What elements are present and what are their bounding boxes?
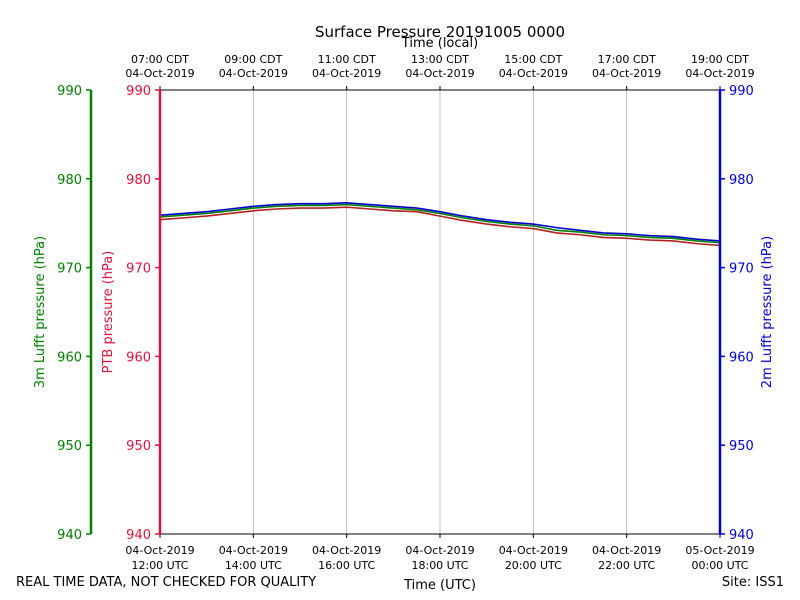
y-tick-label-lufft3m: 960 <box>57 350 82 365</box>
series-lines <box>159 201 721 247</box>
top-tick-label-date: 04-Oct-2019 <box>125 67 194 80</box>
y-tick-label-lufft2m: 990 <box>729 84 754 99</box>
series-line-ptb <box>159 206 721 247</box>
series-line-lufft3m <box>159 203 721 244</box>
top-tick-label-time: 19:00 CDT <box>691 53 749 66</box>
bottom-tick-label-time: 14:00 UTC <box>225 559 282 572</box>
bottom-tick-label-date: 04-Oct-2019 <box>405 544 474 557</box>
top-tick-label-time: 11:00 CDT <box>318 53 376 66</box>
y-tick-label-ptb: 960 <box>126 350 151 365</box>
axes: 04-Oct-2019 12:00 UTC 04-Oct-2019 14:00 UTC… <box>33 53 775 572</box>
bottom-tick-label-date: 04-Oct-2019 <box>499 544 568 557</box>
y-axis-label-lufft3m: 3m Lufft pressure (hPa) <box>33 236 48 388</box>
top-tick-label-date: 04-Oct-2019 <box>405 67 474 80</box>
bottom-tick-label-date: 04-Oct-2019 <box>592 544 661 557</box>
bottom-tick-label-time: 16:00 UTC <box>318 559 375 572</box>
y-tick-label-ptb: 990 <box>126 84 151 99</box>
y-tick-label-ptb: 950 <box>126 439 151 454</box>
bottom-tick-label-time: 12:00 UTC <box>131 559 188 572</box>
quality-disclaimer: REAL TIME DATA, NOT CHECKED FOR QUALITY <box>16 575 317 590</box>
series-line-lufft2m <box>159 201 721 242</box>
top-tick-label-time: 07:00 CDT <box>131 53 189 66</box>
bottom-axis-label: Time (UTC) <box>403 578 476 593</box>
y-tick-label-ptb: 980 <box>126 173 151 188</box>
top-tick-label-time: 09:00 CDT <box>224 53 282 66</box>
top-tick-label-time: 15:00 CDT <box>504 53 562 66</box>
top-tick-label-time: 13:00 CDT <box>411 53 469 66</box>
y-tick-label-lufft2m: 980 <box>729 173 754 188</box>
y-tick-label-lufft3m: 990 <box>57 84 82 99</box>
bottom-tick-label-time: 20:00 UTC <box>505 559 562 572</box>
top-tick-label-date: 04-Oct-2019 <box>592 67 661 80</box>
top-tick-label-date: 04-Oct-2019 <box>685 67 754 80</box>
y-tick-label-ptb: 940 <box>126 528 151 543</box>
y-tick-label-lufft2m: 970 <box>729 262 754 277</box>
bottom-tick-label-date: 04-Oct-2019 <box>219 544 288 557</box>
chart-title: Surface Pressure 20191005 0000 <box>315 23 565 41</box>
bottom-tick-label-time: 22:00 UTC <box>598 559 655 572</box>
top-tick-label-time: 17:00 CDT <box>598 53 656 66</box>
y-axis-label-ptb: PTB pressure (hPa) <box>101 251 116 374</box>
y-tick-label-lufft3m: 940 <box>57 528 82 543</box>
bottom-tick-label-time: 18:00 UTC <box>411 559 468 572</box>
top-tick-label-date: 04-Oct-2019 <box>499 67 568 80</box>
top-tick-label-date: 04-Oct-2019 <box>312 67 381 80</box>
bottom-tick-label-date: 05-Oct-2019 <box>685 544 754 557</box>
bottom-tick-label-time: 00:00 UTC <box>691 559 748 572</box>
y-tick-label-lufft2m: 950 <box>729 439 754 454</box>
top-tick-label-date: 04-Oct-2019 <box>219 67 288 80</box>
site-label: Site: ISS1 <box>721 575 784 590</box>
y-tick-label-lufft3m: 980 <box>57 173 82 188</box>
bottom-tick-label-date: 04-Oct-2019 <box>312 544 381 557</box>
bottom-tick-label-date: 04-Oct-2019 <box>125 544 194 557</box>
y-tick-label-lufft3m: 950 <box>57 439 82 454</box>
y-tick-label-lufft2m: 960 <box>729 350 754 365</box>
y-tick-label-lufft2m: 940 <box>729 528 754 543</box>
grid-lines <box>252 90 628 534</box>
top-axis-label: Time (local) <box>401 36 478 51</box>
y-axis-label-lufft2m: 2m Lufft pressure (hPa) <box>760 236 775 388</box>
y-tick-label-lufft3m: 970 <box>57 262 82 277</box>
y-tick-label-ptb: 970 <box>126 262 151 277</box>
